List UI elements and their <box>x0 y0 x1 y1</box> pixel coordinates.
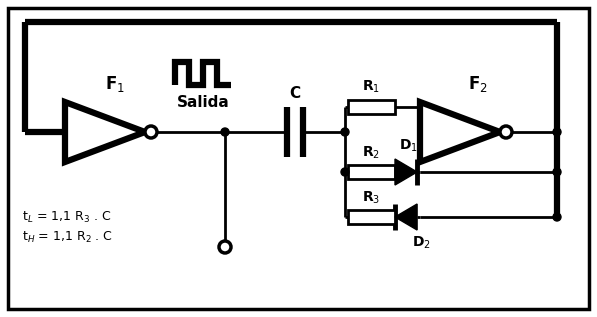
Text: C: C <box>290 86 300 101</box>
Circle shape <box>341 168 349 176</box>
Text: F$_1$: F$_1$ <box>105 74 125 94</box>
Circle shape <box>145 126 157 138</box>
Circle shape <box>553 213 561 221</box>
Circle shape <box>553 168 561 176</box>
Text: R$_1$: R$_1$ <box>362 79 380 95</box>
Circle shape <box>221 128 229 136</box>
Circle shape <box>553 128 561 136</box>
Bar <box>348 100 395 114</box>
Text: R$_3$: R$_3$ <box>362 190 381 206</box>
Polygon shape <box>395 159 417 185</box>
Text: Salida: Salida <box>177 95 229 110</box>
Text: R$_2$: R$_2$ <box>362 145 380 161</box>
Text: F$_2$: F$_2$ <box>468 74 488 94</box>
Circle shape <box>500 126 512 138</box>
Circle shape <box>341 128 349 136</box>
Bar <box>348 210 395 224</box>
Circle shape <box>219 241 231 253</box>
Text: t$_L$ = 1,1 R$_3$ . C: t$_L$ = 1,1 R$_3$ . C <box>22 210 111 224</box>
Polygon shape <box>395 204 417 230</box>
Bar <box>348 165 395 179</box>
Text: D$_1$: D$_1$ <box>399 138 417 154</box>
Text: t$_H$ = 1,1 R$_2$ . C: t$_H$ = 1,1 R$_2$ . C <box>22 230 113 244</box>
Text: D$_2$: D$_2$ <box>411 235 430 251</box>
